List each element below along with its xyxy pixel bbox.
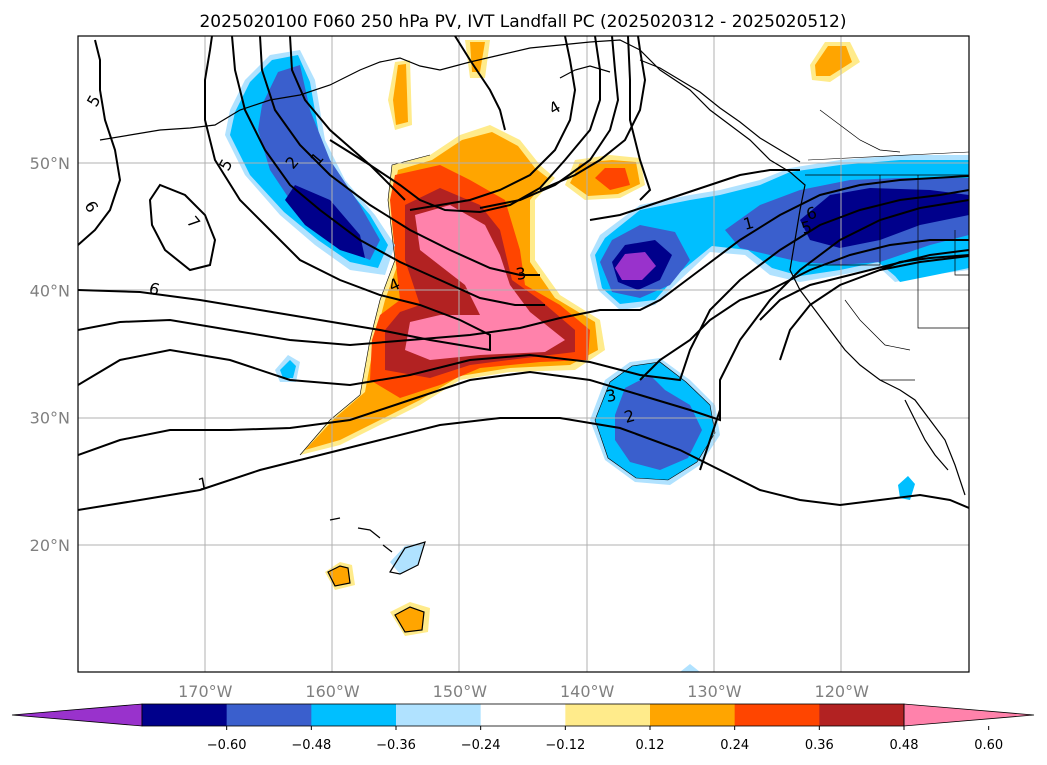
colorbar-segment [311,704,397,726]
contour-label: 6 [804,203,819,224]
lon-tick-label: 130°W [687,682,742,701]
colorbar-segment [396,704,482,726]
colorbar-extend-high [903,703,1035,727]
colorbar-frame [141,703,905,727]
lat-tick-label: 20°N [30,536,70,555]
colorbar-label: 0.36 [805,738,834,753]
lon-tick-label: 140°W [560,682,615,701]
lat-tick-label: 50°N [30,154,70,173]
colorbar-label: 0.60 [974,738,1003,753]
lat-tick-label: 30°N [30,409,70,428]
colorbar-label: −0.24 [461,738,501,753]
contour-label: 3 [604,385,617,405]
colorbar-label: −0.48 [291,738,331,753]
colorbar: −0.60 −0.48 −0.36 −0.24 −0.12 0.12 0.24 0.36 0.4… [11,703,1035,753]
shading-outlines [299,151,969,481]
colorbar-segment [734,704,820,726]
map-panel: 5 6 7 6 5 2 1 4 3 4 3 2 1 1 6 5 [78,36,969,672]
colorbar-label: −0.60 [207,738,247,753]
contour-label: 1 [196,473,209,493]
colorbar-segment [819,704,905,726]
colorbar-label: 0.24 [720,738,749,753]
colorbar-label: −0.36 [376,738,416,753]
colorbar-segment [650,704,736,726]
colorbar-segment [480,704,566,726]
colorbar-label: −0.12 [545,738,585,753]
contour-label: 5 [799,217,814,238]
colorbar-extend-low [11,703,143,727]
chart-title: 2025020100 F060 250 hPa PV, IVT Landfall… [199,12,846,32]
lon-tick-label: 160°W [305,682,360,701]
coastlines [99,39,966,633]
map-frame [77,35,970,673]
lon-tick-label: 120°W [815,682,870,701]
lat-tick-label: 40°N [30,281,70,300]
contour-label: 1 [741,213,756,234]
contour-label: 3 [514,263,527,283]
colorbar-segment [226,704,312,726]
colorbar-segment [142,704,228,726]
political-borders [805,109,969,381]
colorbar-label: 0.12 [636,738,665,753]
contour-label: 6 [147,279,162,300]
lon-tick-label: 170°W [178,682,233,701]
lon-tick-label: 150°W [433,682,488,701]
latitude-tick-labels: 20°N 30°N 40°N 50°N [30,154,70,555]
contour-label: 2 [622,406,637,427]
longitude-tick-labels: 170°W 160°W 150°W 140°W 130°W 120°W [178,682,869,701]
pv-contours [78,36,969,511]
colorbar-segment [565,704,651,726]
colorbar-label: 0.48 [890,738,919,753]
